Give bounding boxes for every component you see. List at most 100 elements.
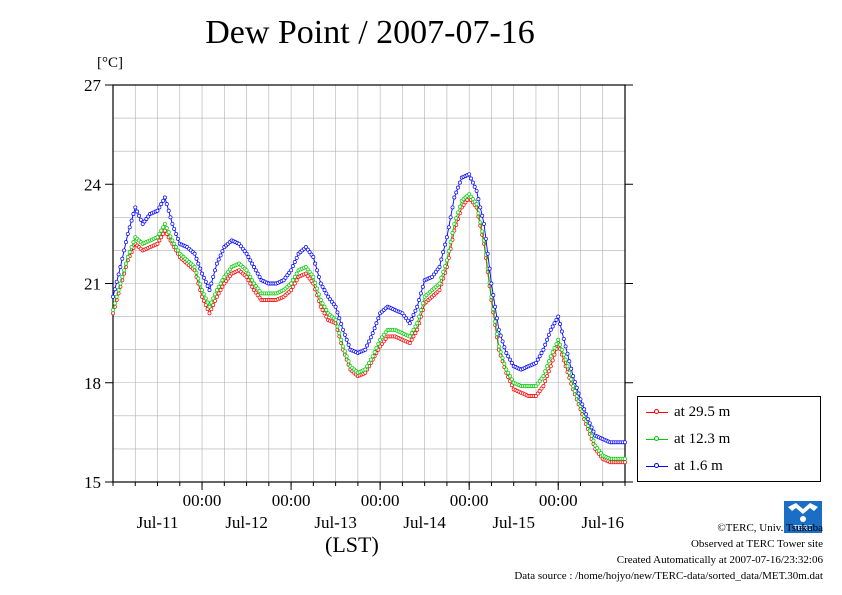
series-point-1 (244, 268, 249, 273)
series-point-1 (118, 281, 123, 286)
series-point-0 (535, 391, 540, 396)
series-point-1 (122, 268, 127, 273)
series-point-2 (437, 265, 442, 269)
series-point-1 (535, 381, 540, 386)
series-point-1 (214, 288, 219, 293)
series-point-2 (142, 219, 147, 224)
series-point-1 (591, 438, 596, 443)
series-point-0 (407, 341, 412, 346)
series-point-2 (623, 440, 627, 445)
series-point-2 (365, 343, 370, 348)
series-point-2 (587, 421, 592, 426)
series-point-1 (226, 269, 230, 274)
series-point-1 (565, 364, 570, 369)
series-point-1 (417, 314, 422, 319)
series-point-1 (172, 241, 177, 246)
series-point-2 (452, 195, 457, 200)
series-point-1 (502, 361, 507, 366)
series-point-0 (543, 379, 548, 384)
series-point-2 (467, 172, 472, 177)
series-point-0 (211, 303, 216, 307)
series-point-1 (472, 199, 477, 204)
series-point-2 (170, 221, 175, 226)
series-point-2 (500, 339, 505, 344)
series-point-1 (452, 221, 457, 226)
series-point-0 (381, 339, 386, 344)
series-point-1 (411, 327, 416, 332)
series-point-2 (485, 251, 490, 256)
series-point-2 (374, 321, 379, 326)
series-point-1 (456, 210, 460, 215)
series-point-1 (198, 282, 203, 287)
series-point-1 (112, 301, 117, 306)
series-point-1 (339, 337, 344, 342)
legend-marker-blue (646, 461, 668, 471)
series-point-2 (127, 225, 132, 230)
series-point-1 (498, 350, 503, 355)
series-point-2 (316, 274, 321, 279)
series-point-2 (239, 244, 243, 249)
series-point-1 (196, 276, 201, 281)
series-point-2 (415, 304, 420, 309)
series-point-2 (244, 251, 249, 256)
series-point-1 (559, 347, 564, 352)
series-point-0 (413, 331, 418, 336)
series-point-2 (324, 291, 329, 296)
series-point-2 (303, 245, 308, 250)
series-point-0 (383, 336, 388, 341)
series-point-2 (591, 429, 596, 434)
series-point-2 (491, 293, 496, 298)
series-point-1 (585, 423, 590, 428)
series-point-2 (450, 205, 455, 210)
series-point-1 (413, 324, 418, 329)
series-point-0 (461, 202, 466, 207)
series-point-1 (320, 301, 325, 306)
series-point-2 (584, 412, 588, 417)
x-date-label: Jul-13 (314, 513, 357, 532)
series-point-2 (409, 317, 414, 322)
series-point-1 (205, 300, 210, 305)
series-point-2 (476, 197, 481, 202)
series-point-2 (535, 357, 540, 362)
series-point-1 (294, 271, 299, 276)
series-line-1 (112, 193, 625, 460)
series-point-1 (161, 225, 166, 230)
y-tick-label: 15 (84, 473, 101, 492)
series-point-1 (155, 235, 160, 240)
series-point-2 (220, 249, 225, 254)
series-point-2 (558, 322, 563, 326)
series-point-2 (281, 278, 286, 283)
series-point-0 (548, 364, 553, 369)
series-point-2 (580, 402, 585, 407)
series-point-2 (439, 257, 444, 262)
series-point-2 (561, 336, 566, 341)
series-point-2 (326, 294, 331, 299)
series-point-2 (122, 248, 127, 253)
series-point-2 (400, 311, 405, 316)
series-point-2 (589, 425, 594, 430)
series-point-1 (116, 288, 121, 293)
series-point-2 (534, 360, 538, 365)
series-point-2 (116, 272, 121, 277)
series-point-1 (157, 231, 162, 236)
series-point-2 (574, 385, 579, 390)
y-tick-label: 24 (84, 175, 102, 194)
legend-marker-green (646, 434, 668, 444)
series-point-1 (480, 229, 485, 234)
series-point-1 (370, 354, 375, 359)
series-point-2 (213, 268, 217, 273)
series-point-2 (482, 221, 486, 226)
series-point-2 (552, 321, 557, 326)
series-point-1 (252, 281, 256, 286)
series-point-2 (569, 366, 574, 371)
series-point-2 (146, 214, 151, 219)
series-point-2 (506, 354, 511, 359)
series-point-1 (365, 364, 370, 369)
credits-block: ©TERC, Univ. Tsukuba Observed at TERC To… (514, 520, 823, 584)
series-point-0 (157, 238, 162, 243)
series-point-1 (457, 204, 462, 209)
series-point-2 (248, 258, 253, 263)
series-point-1 (368, 357, 373, 362)
series-point-1 (250, 278, 255, 283)
series-point-2 (337, 316, 342, 321)
